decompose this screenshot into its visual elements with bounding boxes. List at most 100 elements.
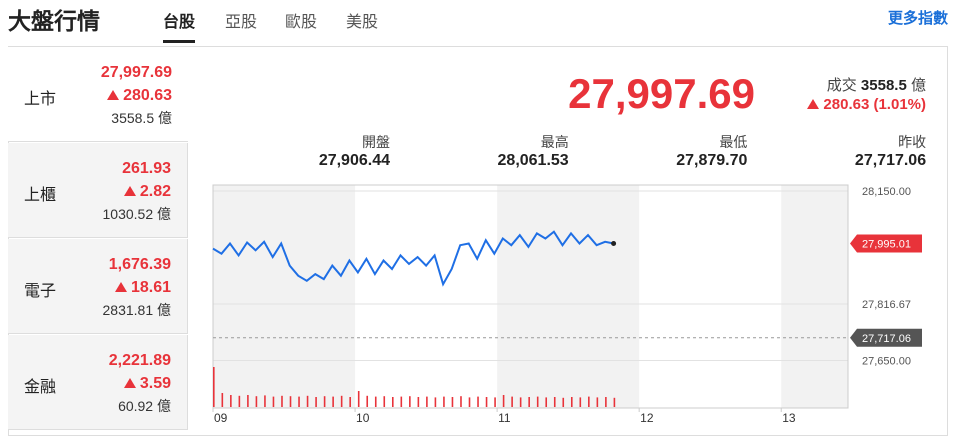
sidebar-item[interactable]: 上市 27,997.69 280.63 3558.5 億 [8,47,188,142]
more-link[interactable]: 更多指數 [887,10,948,27]
item-volume: 3558.5 億 [111,110,172,126]
volume-bar [264,395,266,407]
price-tag-label: 27,995.01 [862,239,911,251]
plot-frame [212,184,849,409]
item-change-value: 18.61 [130,279,171,296]
volume-bar [332,396,334,407]
volume-bar [460,396,462,407]
volume-bar [247,395,249,407]
volume-bar [289,396,292,407]
item-change: 2.82 [123,183,171,201]
volume-bar [605,397,607,407]
item-volume: 1030.52 億 [102,206,172,222]
volume-bar [519,397,522,407]
volume-bar [306,395,309,407]
volume-label: 成交 [826,77,857,94]
volume-bar [357,391,360,407]
y-tick-label: 27,816.67 [862,299,911,311]
stat-label: 最低 [719,134,748,150]
volume-bar [323,396,326,407]
item-change: 280.63 [107,87,172,105]
day-band [497,185,640,408]
volume-bar [221,393,224,407]
volume-bar [255,396,258,407]
volume-bar [613,397,616,407]
item-volume: 2831.81 億 [102,302,172,318]
price-line [212,230,614,287]
volume-bar [298,396,300,407]
tab[interactable]: 亞股 [225,14,258,31]
volume-bar [545,397,548,407]
price-tag [850,328,922,347]
stat-label: 最高 [540,134,569,150]
volume-bar [570,397,573,407]
volume-bar [340,395,343,407]
sidebar-item[interactable]: 電子 1,676.39 18.61 2831.81 億 [8,239,188,334]
tab[interactable]: 歐股 [285,14,318,31]
stat-label: 開盤 [362,134,390,150]
volume-bar [562,397,565,407]
x-tick-label: 11 [498,411,511,425]
volume-bar [238,395,241,407]
volume-bar [451,397,454,407]
volume-bar [272,396,275,407]
item-name: 電子 [24,283,57,300]
price-tag-label: 27,717.06 [862,333,911,345]
stat-value: 28,061.53 [497,152,569,169]
sidebar-item[interactable]: 金融 2,221.89 3.59 60.92 億 [8,335,188,430]
price: 27,997.69 [568,70,755,117]
x-tick-label: 13 [782,411,796,425]
day-band [781,185,848,408]
item-volume: 60.92 億 [118,398,171,414]
change: 280.63 (1.01%) [807,96,926,113]
volume-bar [426,396,428,407]
tab[interactable]: 美股 [346,14,379,31]
volume-bar [349,397,351,407]
x-tick-label: 09 [214,411,228,425]
volume-bar [374,396,377,407]
volume-bar [409,396,411,407]
volume-bar [553,397,556,407]
x-tick-label: 12 [640,411,654,425]
item-name: 金融 [24,379,57,396]
stat-value: 27,717.06 [854,152,927,169]
volume-bar [485,397,488,407]
item-change-value: 3.59 [139,375,171,392]
volume-bar [281,395,283,407]
change-value: 280.63 (1.01%) [823,96,926,113]
item-price: 1,676.39 [108,256,171,273]
volume: 成交 3558.5 億 [827,74,926,95]
volume-bar [468,397,471,407]
volume-unit: 億 [910,77,926,94]
volume-bar [230,395,232,407]
volume-bar [588,396,590,407]
day-band [213,185,356,408]
tab[interactable]: 台股 [163,8,196,43]
volume-value: 3558.5 [860,77,907,94]
volume-bar [528,397,530,407]
stat-label: 昨收 [898,134,927,150]
volume-bar [366,395,369,407]
y-tick-label: 28,150.00 [862,186,911,198]
item-change-value: 2.82 [139,183,171,200]
title: 大盤行情 [8,8,100,34]
last-point [611,241,617,247]
volume-bar [494,397,496,407]
item-change-value: 280.63 [123,87,172,104]
volume-bar [443,396,445,407]
volume-bar [400,396,403,407]
volume-bar [596,397,599,407]
volume-bar [383,396,386,407]
item-name: 上市 [24,91,57,108]
stat-value: 27,879.70 [676,152,748,169]
volume-bar [579,397,582,407]
stat-value: 27,906.44 [318,152,390,169]
item-name: 上櫃 [24,187,57,204]
volume-bar [536,396,539,407]
item-change: 18.61 [114,279,171,297]
item-change: 3.59 [123,375,171,393]
sidebar-item[interactable]: 上櫃 261.93 2.82 1030.52 億 [8,143,188,238]
volume-bar [434,397,437,407]
